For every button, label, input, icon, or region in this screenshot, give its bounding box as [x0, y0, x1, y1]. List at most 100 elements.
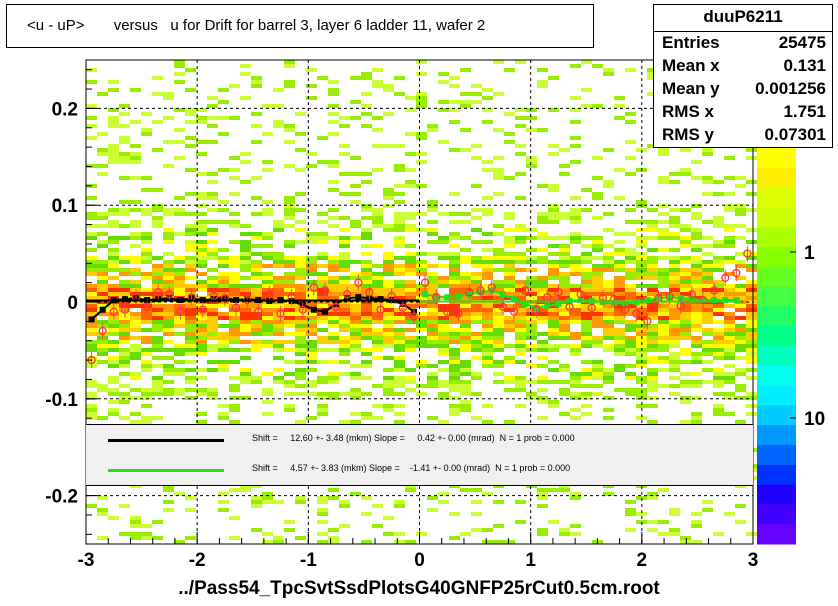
heatmap-cell — [603, 316, 614, 320]
heatmap-cell — [141, 312, 152, 316]
profile-point-red — [176, 307, 185, 316]
heatmap-cell — [493, 500, 504, 504]
heatmap-cell — [438, 368, 449, 372]
heatmap-cell — [526, 268, 537, 272]
heatmap-cell — [592, 384, 603, 388]
heatmap-cell — [394, 380, 405, 384]
heatmap-cell — [185, 112, 196, 116]
heatmap-cell — [86, 408, 97, 412]
heatmap-cell — [394, 360, 405, 364]
heatmap-cell — [504, 112, 515, 116]
heatmap-cell — [383, 204, 394, 208]
heatmap-cell — [570, 136, 581, 140]
heatmap-cell — [669, 508, 680, 512]
heatmap-cell — [669, 332, 680, 336]
heatmap-cell — [317, 496, 328, 500]
heatmap-cell — [108, 320, 119, 324]
heatmap-cell — [141, 188, 152, 192]
heatmap-cell — [724, 512, 735, 516]
heatmap-cell — [592, 336, 603, 340]
heatmap-cell — [449, 212, 460, 216]
heatmap-cell — [735, 236, 746, 240]
heatmap-cell — [119, 360, 130, 364]
heatmap-cell — [515, 228, 526, 232]
heatmap-cell — [295, 168, 306, 172]
heatmap-cell — [526, 328, 537, 332]
heatmap-cell — [240, 304, 251, 308]
heatmap-cell — [185, 360, 196, 364]
heatmap-cell — [625, 304, 636, 308]
x-tick-label: 3 — [748, 550, 759, 571]
heatmap-cell — [581, 360, 592, 364]
heatmap-cell — [218, 404, 229, 408]
heatmap-cell — [273, 312, 284, 316]
heatmap-cell — [196, 336, 207, 340]
heatmap-cell — [262, 304, 273, 308]
heatmap-cell — [251, 76, 262, 80]
fit-text: Shift = 4.57 +- 3.83 (mkm) Slope = -1.41… — [252, 463, 571, 473]
heatmap-cell — [119, 400, 130, 404]
heatmap-cell — [438, 264, 449, 268]
heatmap-cell — [383, 356, 394, 360]
heatmap-cell — [427, 336, 438, 340]
heatmap-cell — [493, 296, 504, 300]
heatmap-cell — [97, 496, 108, 500]
heatmap-cell — [361, 280, 372, 284]
heatmap-cell — [691, 288, 702, 292]
heatmap-cell — [174, 260, 185, 264]
heatmap-cell — [570, 532, 581, 536]
heatmap-cell — [273, 320, 284, 324]
heatmap-cell — [427, 308, 438, 312]
heatmap-cell — [559, 216, 570, 220]
heatmap-cell — [592, 340, 603, 344]
heatmap-cell — [174, 348, 185, 352]
heatmap-cell — [372, 244, 383, 248]
heatmap-cell — [130, 272, 141, 276]
heatmap-cell — [229, 304, 240, 308]
heatmap-cell — [394, 332, 405, 336]
heatmap-cell — [691, 236, 702, 240]
heatmap-cells — [86, 60, 757, 544]
heatmap-cell — [119, 328, 130, 332]
heatmap-cell — [262, 296, 273, 300]
colorbar: 110 — [757, 148, 825, 545]
heatmap-cell — [570, 196, 581, 200]
heatmap-cell — [273, 376, 284, 380]
heatmap-cell — [284, 340, 295, 344]
heatmap-cell — [185, 168, 196, 172]
heatmap-cell — [174, 288, 185, 292]
heatmap-cell — [724, 320, 735, 324]
heatmap-cell — [416, 288, 427, 292]
heatmap-cell — [735, 292, 746, 296]
heatmap-cell — [537, 308, 548, 312]
heatmap-cell — [493, 260, 504, 264]
heatmap-cell — [152, 328, 163, 332]
heatmap-cell — [658, 280, 669, 284]
heatmap-cell — [141, 288, 152, 292]
heatmap-cell — [317, 380, 328, 384]
heatmap-cell — [108, 288, 119, 292]
heatmap-cell — [130, 316, 141, 320]
heatmap-cell — [262, 412, 273, 416]
heatmap-cell — [427, 376, 438, 380]
heatmap-cell — [570, 496, 581, 500]
heatmap-cell — [262, 208, 273, 212]
heatmap-cell — [196, 420, 207, 424]
heatmap-cell — [691, 372, 702, 376]
heatmap-cell — [449, 276, 460, 280]
heatmap-cell — [383, 228, 394, 232]
heatmap-cell — [218, 272, 229, 276]
heatmap-cell — [372, 304, 383, 308]
heatmap-cell — [317, 280, 328, 284]
heatmap-cell — [515, 292, 526, 296]
heatmap-cell — [306, 232, 317, 236]
heatmap-cell — [746, 312, 757, 316]
heatmap-cell — [482, 308, 493, 312]
heatmap-cell — [526, 156, 537, 160]
heatmap-cell — [427, 332, 438, 336]
heatmap-cell — [713, 376, 724, 380]
heatmap-cell — [163, 140, 174, 144]
heatmap-cell — [119, 336, 130, 340]
heatmap-cell — [317, 500, 328, 504]
heatmap-cell — [559, 320, 570, 324]
